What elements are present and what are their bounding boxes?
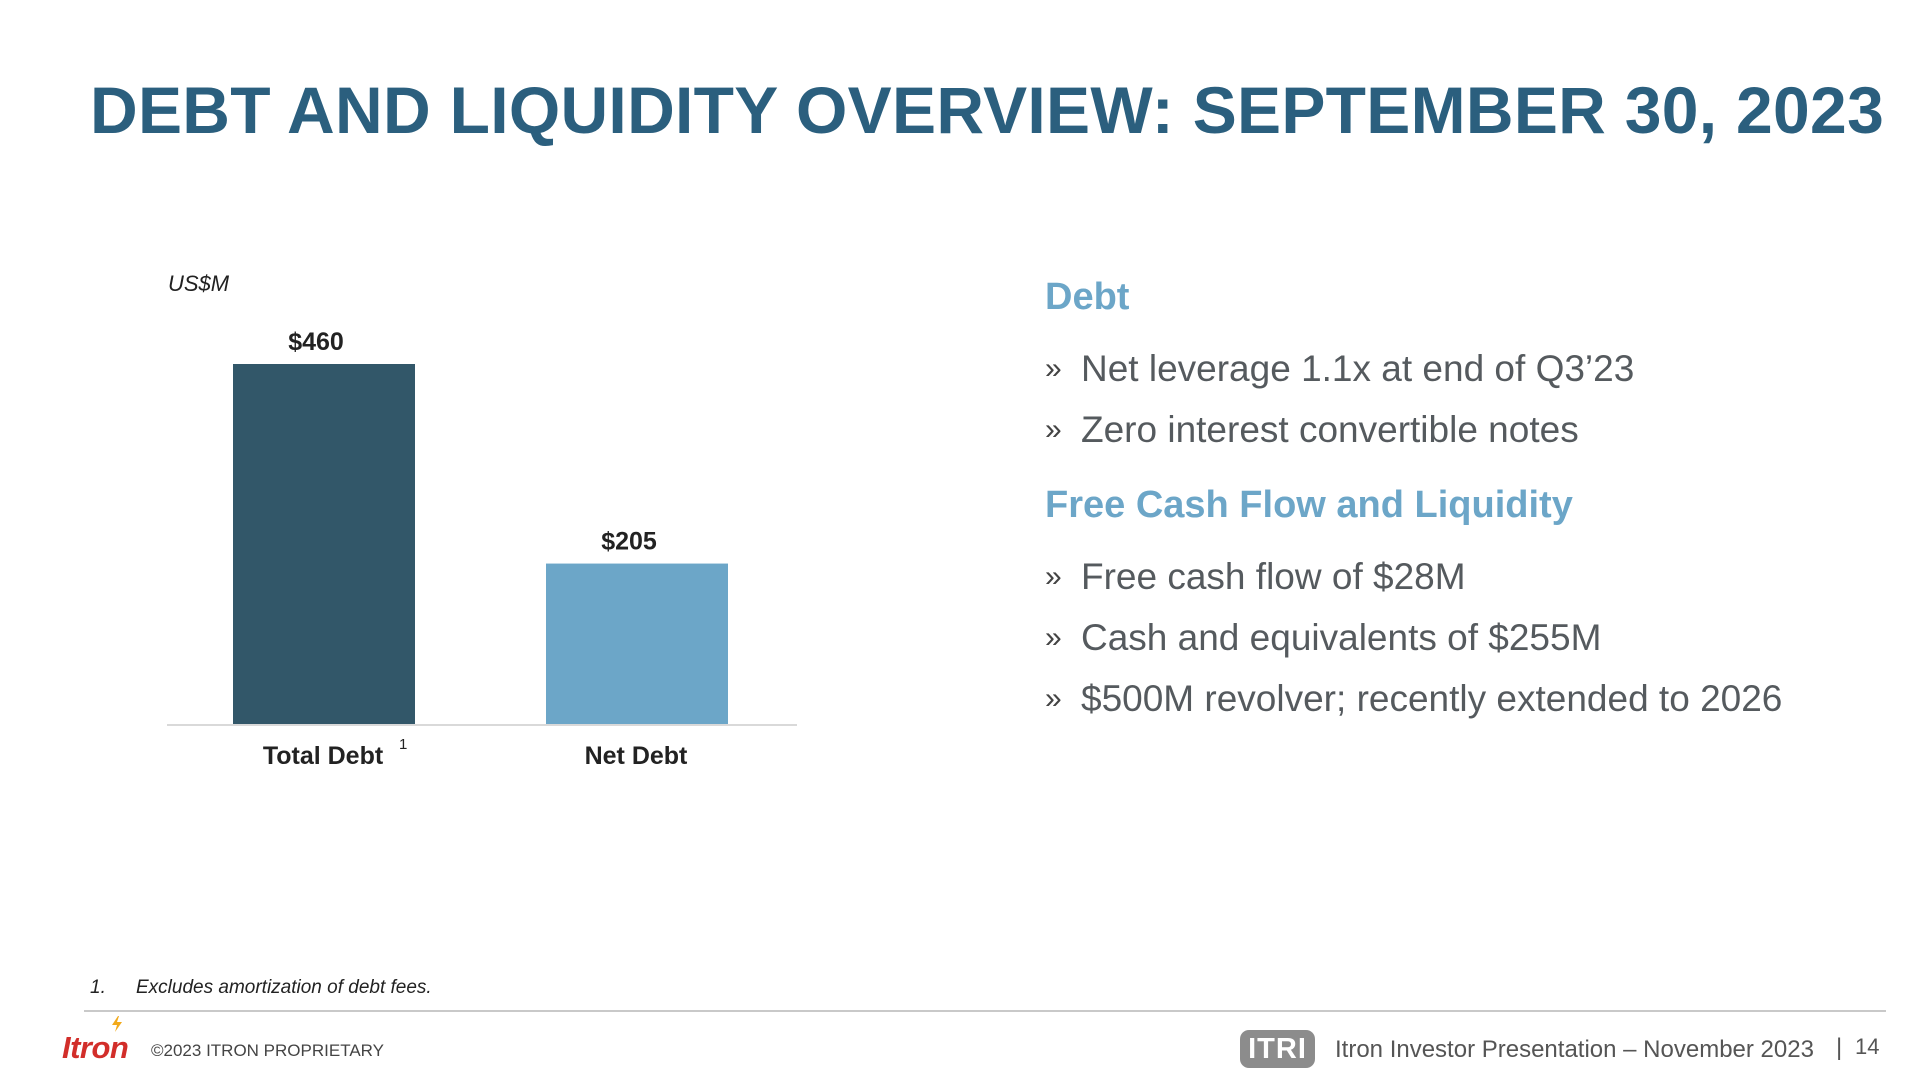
page-number: 14 bbox=[1855, 1034, 1880, 1059]
bullet-text: Free cash flow of $28M bbox=[1081, 555, 1466, 597]
ticker-badge: ITRI bbox=[1240, 1030, 1315, 1068]
debt-bullet: » Net leverage 1.1x at end of Q3’23 bbox=[1045, 338, 1865, 399]
bullet-text: Zero interest convertible notes bbox=[1081, 408, 1579, 450]
presentation-title: Itron Investor Presentation – November 2… bbox=[1335, 1036, 1814, 1063]
liquidity-bullet: » $500M revolver; recently extended to 2… bbox=[1045, 668, 1865, 729]
bar-total-debt bbox=[233, 364, 415, 724]
bullet-marker-icon: » bbox=[1045, 351, 1062, 385]
lightning-bolt-icon bbox=[112, 1016, 122, 1032]
footnote-reference: 1 bbox=[399, 736, 407, 753]
liquidity-heading: Free Cash Flow and Liquidity bbox=[1045, 484, 1573, 526]
data-label: $460 bbox=[288, 328, 344, 356]
bullet-marker-icon: » bbox=[1045, 412, 1062, 446]
debt-heading: Debt bbox=[1045, 276, 1130, 318]
liquidity-bullet: » Free cash flow of $28M bbox=[1045, 546, 1865, 607]
footer-divider bbox=[84, 1010, 1886, 1012]
bar-chart: US$M $460 Total Debt 1 $205 Net Debt bbox=[167, 271, 797, 770]
data-label: $205 bbox=[601, 528, 657, 556]
category-label: Total Debt bbox=[263, 742, 384, 770]
key-points-panel: Debt » Net leverage 1.1x at end of Q3’23… bbox=[1045, 276, 1865, 729]
bar-net-debt bbox=[546, 563, 728, 724]
liquidity-bullet: » Cash and equivalents of $255M bbox=[1045, 607, 1865, 668]
category-label: Net Debt bbox=[585, 742, 688, 770]
footnote-number: 1. bbox=[90, 977, 106, 998]
footnote-text: Excludes amortization of debt fees. bbox=[136, 977, 432, 998]
bullet-text: Net leverage 1.1x at end of Q3’23 bbox=[1081, 347, 1635, 389]
copyright-notice: ©2023 ITRON PROPRIETARY bbox=[151, 1041, 384, 1060]
debt-bullet: » Zero interest convertible notes bbox=[1045, 399, 1865, 460]
bullet-text: Cash and equivalents of $255M bbox=[1081, 616, 1602, 658]
logo-text: Itron bbox=[62, 1030, 129, 1065]
bullet-marker-icon: » bbox=[1045, 620, 1062, 654]
bullet-marker-icon: » bbox=[1045, 559, 1062, 593]
footnote: 1. Excludes amortization of debt fees. bbox=[90, 977, 432, 999]
bullet-text: $500M revolver; recently extended to 202… bbox=[1081, 677, 1783, 719]
bullet-marker-icon: » bbox=[1045, 681, 1062, 715]
itron-logo: Itron bbox=[62, 1016, 129, 1066]
unit-label: US$M bbox=[168, 271, 230, 296]
page-title: DEBT AND LIQUIDITY OVERVIEW: SEPTEMBER 3… bbox=[90, 73, 1885, 147]
footer-separator: | bbox=[1836, 1034, 1843, 1061]
